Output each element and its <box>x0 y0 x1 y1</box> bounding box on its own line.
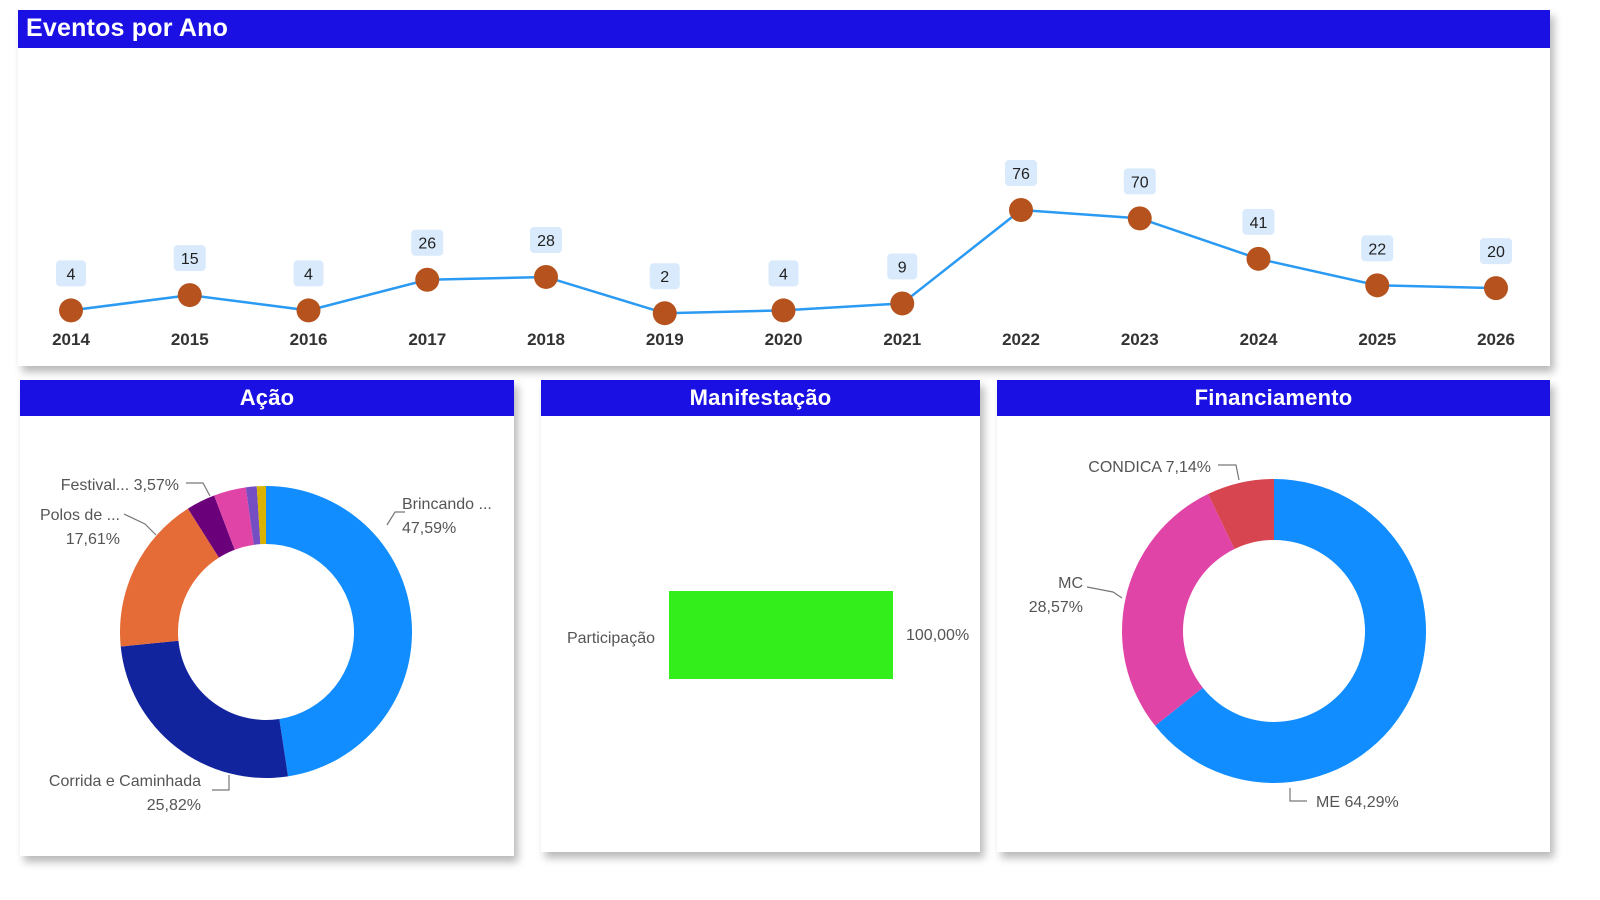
fin-slice-1 <box>1122 494 1235 726</box>
line-point-2025 <box>1365 273 1390 298</box>
manifestacao-chart-panel: Manifestação Participação 100,00% <box>541 380 980 852</box>
acao-label-1-1: 25,82% <box>147 797 201 814</box>
acao-leader-2 <box>123 513 157 536</box>
acao-leader-1 <box>212 775 230 791</box>
financiamento-chart-title: Financiamento <box>997 380 1550 416</box>
acao-slice-0 <box>266 486 412 777</box>
acao-label-4-0: Festival... 3,57% <box>61 477 179 494</box>
x-tick-2019: 2019 <box>646 330 684 349</box>
data-label-bg-2014 <box>56 260 86 287</box>
fin-slice-0 <box>1155 479 1426 783</box>
manifestacao-chart-title: Manifestação <box>541 380 980 416</box>
x-tick-2015: 2015 <box>171 330 209 349</box>
fin-label-1-1: 28,57% <box>1029 599 1083 616</box>
data-label-2017: 26 <box>418 236 436 253</box>
fin-slice-2 <box>1208 479 1274 550</box>
data-label-bg-2024 <box>1242 208 1275 235</box>
data-label-2023: 70 <box>1131 174 1149 191</box>
acao-label-0-0: Brincando ... <box>402 496 492 513</box>
x-tick-2017: 2017 <box>408 330 446 349</box>
fin-label-1-0: MC <box>1058 575 1083 592</box>
x-tick-2024: 2024 <box>1240 330 1278 349</box>
data-label-bg-2026 <box>1480 238 1512 265</box>
acao-label-2-0: Polos de ... <box>40 507 120 524</box>
line-point-2022 <box>1009 198 1033 222</box>
bar-value-label: 100,00% <box>906 627 969 644</box>
bar-category-label: Participação <box>567 630 655 647</box>
line-point-2014 <box>59 298 83 323</box>
acao-leader-4 <box>186 482 211 497</box>
x-tick-2025: 2025 <box>1358 330 1396 349</box>
data-label-2025: 22 <box>1368 241 1386 258</box>
line-point-2023 <box>1127 206 1152 231</box>
line-point-2026 <box>1484 276 1508 301</box>
financiamento-donut-chart: ME 64,29% MC 28,57% CONDICA 7,14% <box>1029 459 1426 811</box>
line-point-2020 <box>771 298 796 323</box>
line-point-2017 <box>415 267 440 292</box>
acao-slice-5 <box>245 486 261 545</box>
x-tick-2021: 2021 <box>883 330 921 349</box>
manifestacao-bar-chart: Participação 100,00% <box>567 591 969 679</box>
line-chart-panel: Eventos por Ano 4 2014 15 2015 4 2016 26 2017 28… <box>18 10 1550 366</box>
data-label-bg-2019 <box>649 263 680 290</box>
x-tick-2022: 2022 <box>1002 330 1040 349</box>
line-point-2024 <box>1246 246 1271 271</box>
line-point-2021 <box>890 291 915 316</box>
line-chart: 4 2014 15 2015 4 2016 26 2017 28 2018 2 2019 4 2020 9 2… <box>52 160 1515 349</box>
financiamento-chart-panel: Financiamento ME 64,29% MC 28,57% CONDICA 7… <box>997 380 1550 852</box>
x-tick-2016: 2016 <box>290 330 328 349</box>
line-point-2018 <box>534 264 558 289</box>
data-label-2026: 20 <box>1487 244 1505 261</box>
acao-label-0-1: 47,59% <box>402 520 456 537</box>
data-label-2020: 4 <box>779 266 788 283</box>
fin-leader-1 <box>1086 586 1123 599</box>
line-chart-title: Eventos por Ano <box>18 10 1550 48</box>
fin-label-2-0: CONDICA 7,14% <box>1088 459 1211 476</box>
data-label-bg-2015 <box>173 245 206 272</box>
acao-chart-panel: Ação Brincando ... 47,59% Corrida e Caminh… <box>20 380 514 856</box>
data-label-2019: 2 <box>660 269 669 286</box>
data-label-2024: 41 <box>1250 215 1268 232</box>
acao-label-1-0: Corrida e Caminhada <box>49 773 201 790</box>
data-label-2014: 4 <box>67 266 76 283</box>
acao-slice-4 <box>214 487 254 550</box>
acao-leader-0 <box>386 511 405 526</box>
acao-slice-2 <box>120 508 219 647</box>
data-label-bg-2017 <box>411 229 444 256</box>
data-label-2021: 9 <box>898 259 907 276</box>
data-label-bg-2020 <box>768 260 799 287</box>
data-label-bg-2018 <box>530 226 562 253</box>
acao-slice-6 <box>256 486 266 545</box>
data-label-bg-2022 <box>1005 160 1037 186</box>
data-label-bg-2023 <box>1123 168 1156 195</box>
data-label-2022: 76 <box>1012 166 1030 183</box>
x-tick-2018: 2018 <box>527 330 565 349</box>
x-tick-2023: 2023 <box>1121 330 1159 349</box>
data-label-bg-2021 <box>887 253 918 280</box>
data-label-2015: 15 <box>181 251 199 268</box>
acao-chart-title: Ação <box>20 380 514 416</box>
bar-participacao <box>669 591 893 679</box>
fin-leader-0 <box>1289 788 1307 802</box>
x-tick-2020: 2020 <box>765 330 803 349</box>
acao-slice-1 <box>120 640 289 778</box>
acao-label-2-1: 17,61% <box>66 531 120 548</box>
x-tick-2014: 2014 <box>52 330 90 349</box>
data-label-2018: 28 <box>537 233 555 250</box>
data-label-2016: 4 <box>304 266 313 283</box>
fin-leader-2 <box>1218 464 1240 481</box>
acao-donut-chart: Brincando ... 47,59% Corrida e Caminhada 25… <box>40 477 492 814</box>
data-label-bg-2025 <box>1361 235 1394 262</box>
data-label-bg-2016 <box>293 260 324 287</box>
fin-label-0-0: ME 64,29% <box>1316 794 1399 811</box>
acao-slice-3 <box>187 495 235 558</box>
line-point-2016 <box>296 298 321 323</box>
line-point-2015 <box>177 283 202 308</box>
line-point-2019 <box>652 301 677 326</box>
x-tick-2026: 2026 <box>1477 330 1515 349</box>
